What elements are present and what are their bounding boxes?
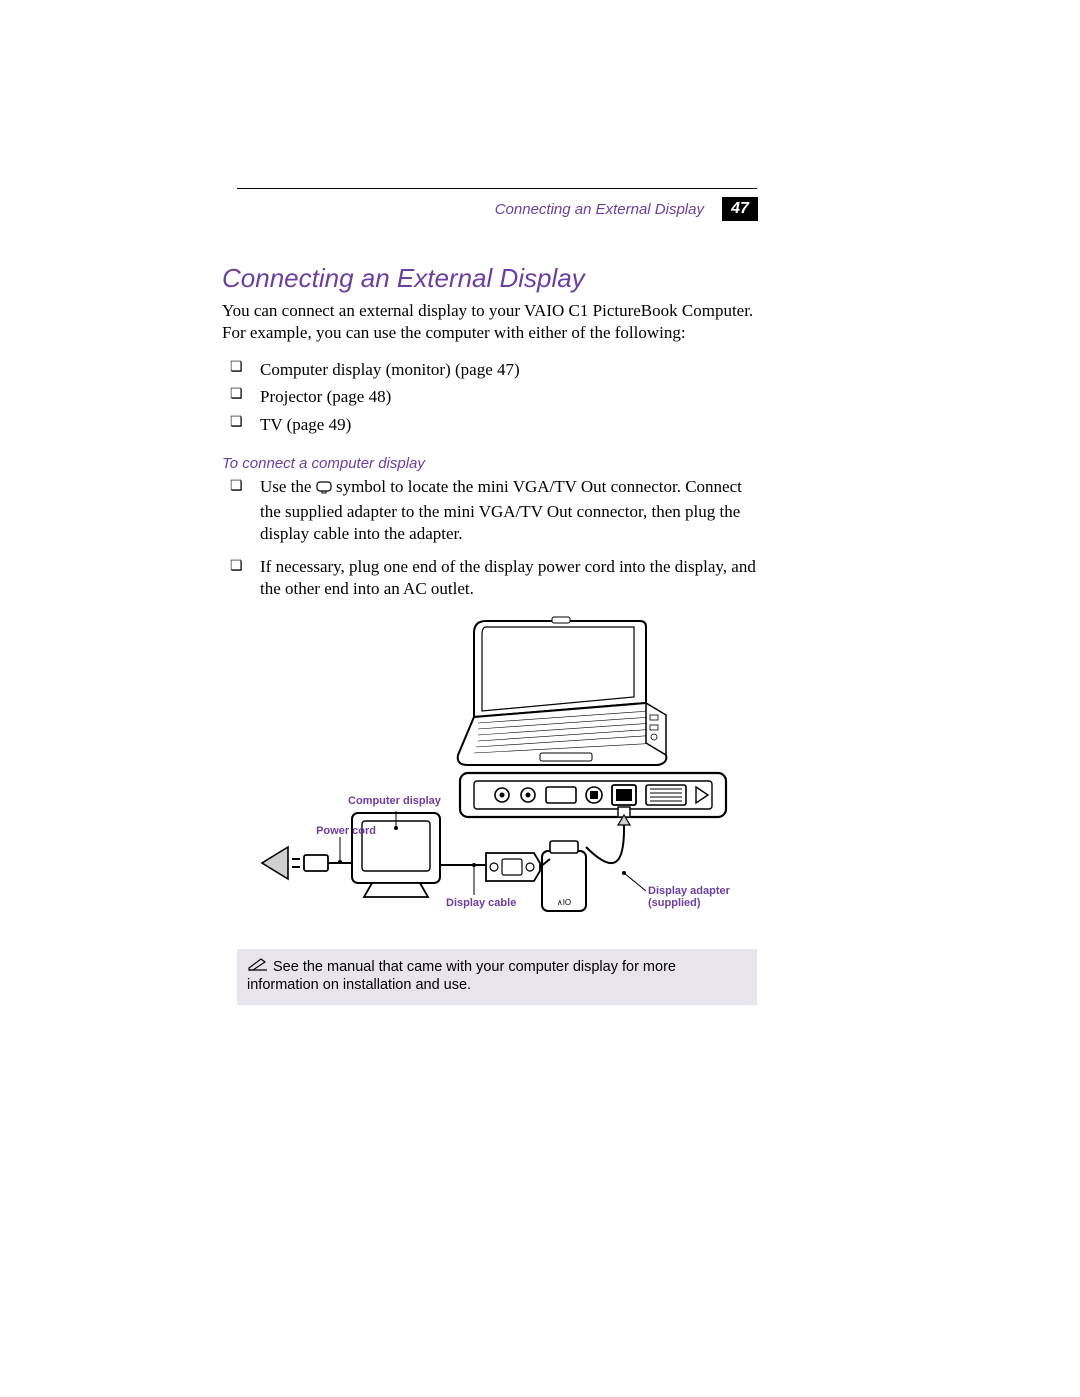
note-text: See the manual that came with your compu… — [247, 958, 676, 993]
list-item: Use the symbol to locate the mini VGA/TV… — [222, 476, 758, 545]
running-head: Connecting an External Display 47 — [222, 197, 758, 221]
list-item: Computer display (monitor) (page 47) — [222, 357, 758, 383]
label-computer-display: Computer display — [348, 795, 441, 808]
crt-monitor-icon — [352, 811, 440, 897]
section-title: Connecting an External Display — [222, 263, 758, 294]
display-options-list: Computer display (monitor) (page 47) Pro… — [222, 357, 758, 438]
section-intro: You can connect an external display to y… — [222, 300, 758, 345]
running-head-title: Connecting an External Display — [495, 201, 704, 218]
rear-panel-icon — [460, 773, 726, 817]
label-display-adapter-l2: (supplied) — [648, 897, 701, 909]
pencil-note-icon — [247, 957, 269, 977]
label-display-cable: Display cable — [446, 897, 516, 910]
subsection-title: To connect a computer display — [222, 455, 758, 472]
page-content: Connecting an External Display 47 Connec… — [222, 188, 758, 1005]
note-box: See the manual that came with your compu… — [237, 949, 757, 1006]
connection-diagram: ∧IO Computer display Power cord Display … — [250, 615, 730, 931]
svg-text:∧IO: ∧IO — [557, 898, 571, 907]
monitor-symbol-icon — [316, 478, 332, 500]
laptop-icon — [458, 617, 667, 765]
list-item: If necessary, plug one end of the displa… — [222, 556, 758, 601]
power-cord-icon — [262, 837, 352, 879]
list-item: Projector (page 48) — [222, 384, 758, 410]
step-text-a: Use the — [260, 477, 316, 496]
list-item: TV (page 49) — [222, 412, 758, 438]
display-adapter-icon: ∧IO — [540, 807, 646, 911]
diagram-svg: ∧IO — [250, 615, 730, 931]
display-cable-icon — [440, 853, 540, 895]
connect-steps: Use the symbol to locate the mini VGA/TV… — [222, 476, 758, 600]
step-text-b: symbol to locate the mini VGA/TV Out con… — [260, 477, 742, 543]
label-display-adapter-l1: Display adapter — [648, 885, 730, 897]
label-power-cord: Power cord — [310, 825, 376, 838]
label-display-adapter: Display adapter (supplied) — [648, 885, 730, 910]
page-number: 47 — [722, 197, 758, 221]
header-rule — [237, 188, 757, 189]
